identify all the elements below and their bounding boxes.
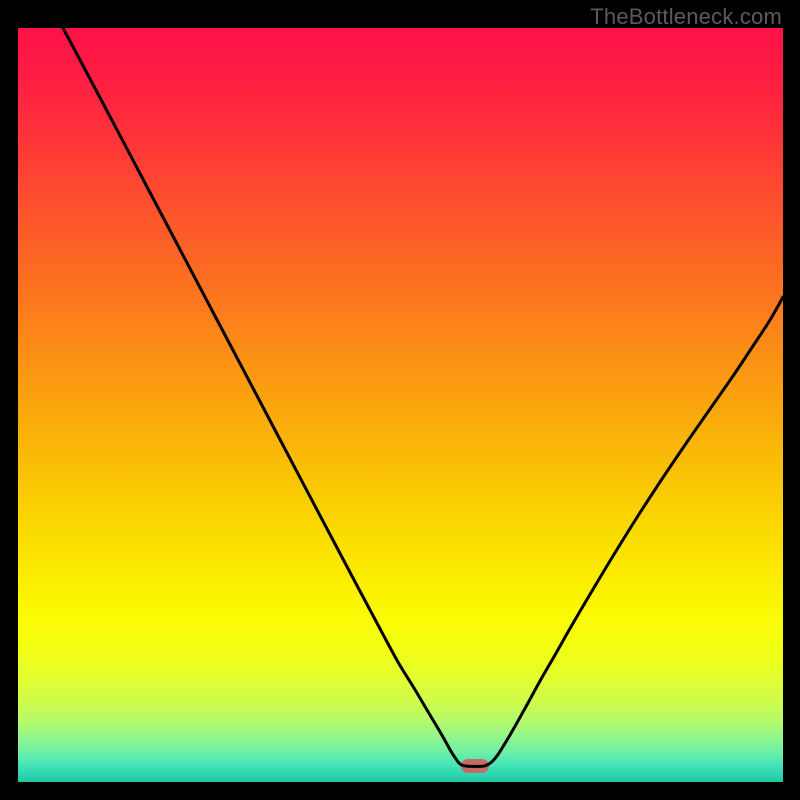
chart-frame: TheBottleneck.com bbox=[0, 0, 800, 800]
watermark-text: TheBottleneck.com bbox=[590, 4, 782, 30]
bottleneck-plot bbox=[18, 28, 783, 782]
